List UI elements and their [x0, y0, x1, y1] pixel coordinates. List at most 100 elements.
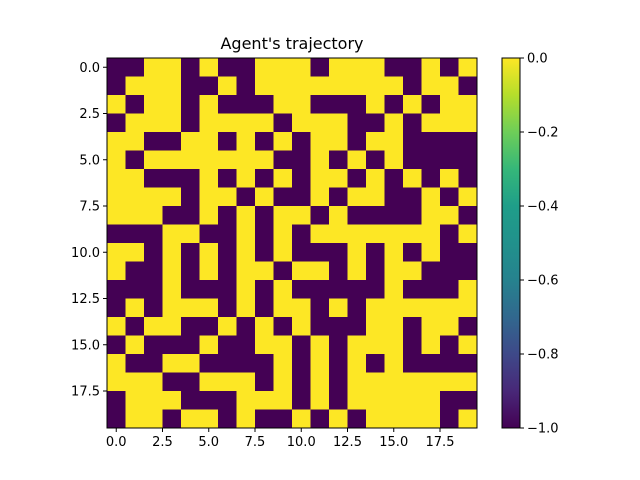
heatmap-cell: [384, 372, 404, 392]
heatmap-cell: [384, 391, 404, 411]
heatmap-cell: [236, 298, 256, 318]
heatmap-cell: [366, 372, 386, 392]
heatmap-cell: [440, 354, 460, 374]
heatmap-cell: [236, 224, 256, 244]
heatmap-cell: [403, 317, 423, 337]
heatmap-cell: [125, 335, 145, 355]
heatmap-cell: [458, 58, 478, 78]
x-tick-label: 15.0: [379, 435, 408, 450]
heatmap-cell: [347, 317, 367, 337]
heatmap-cell: [347, 132, 367, 152]
colorbar: 0.0 −0.2 −0.4 −0.6 −0.8 −1.0: [501, 52, 559, 437]
heatmap-cell: [421, 391, 441, 411]
heatmap-cell: [347, 280, 367, 300]
heatmap-cell: [162, 391, 182, 411]
heatmap-cell: [440, 261, 460, 281]
heatmap-cell: [273, 243, 293, 263]
heatmap-cell: [218, 95, 238, 115]
heatmap-cell: [236, 243, 256, 263]
heatmap-cell: [403, 58, 423, 78]
heatmap-cell: [181, 95, 201, 115]
heatmap-cell: [199, 76, 219, 96]
heatmap-cell: [292, 187, 312, 207]
heatmap-cell: [347, 261, 367, 281]
heatmap-cell: [255, 76, 275, 96]
heatmap-cell: [403, 132, 423, 152]
heatmap-cell: [107, 58, 127, 78]
heatmap-cell: [421, 150, 441, 170]
heatmap-cell: [458, 280, 478, 300]
heatmap-cell: [199, 132, 219, 152]
heatmap-cell: [458, 409, 478, 429]
heatmap-cell: [181, 76, 201, 96]
heatmap-cell: [292, 280, 312, 300]
heatmap-cell: [310, 187, 330, 207]
heatmap-cell: [347, 335, 367, 355]
heatmap-cell: [162, 243, 182, 263]
heatmap-cell: [107, 132, 127, 152]
heatmap-cell: [310, 280, 330, 300]
heatmap-cell: [255, 354, 275, 374]
x-tick-label: 10.0: [287, 435, 316, 450]
heatmap-cell: [347, 298, 367, 318]
heatmap-cell: [440, 280, 460, 300]
heatmap-cell: [273, 95, 293, 115]
heatmap-cell: [310, 95, 330, 115]
heatmap-cell: [347, 354, 367, 374]
heatmap-cell: [347, 76, 367, 96]
heatmap-cell: [181, 206, 201, 226]
heatmap-cell: [384, 187, 404, 207]
heatmap-cell: [273, 132, 293, 152]
heatmap-cell: [403, 261, 423, 281]
heatmap-cell: [125, 113, 145, 133]
heatmap-cell: [384, 95, 404, 115]
heatmap-cell: [273, 113, 293, 133]
heatmap-cell: [144, 187, 164, 207]
heatmap-cell: [403, 224, 423, 244]
heatmap-cell: [199, 187, 219, 207]
heatmap-cell: [162, 317, 182, 337]
heatmap-cell: [144, 150, 164, 170]
heatmap-cell: [144, 58, 164, 78]
heatmap-cell: [218, 150, 238, 170]
heatmap-cell: [421, 280, 441, 300]
heatmap-cell: [255, 224, 275, 244]
heatmap-cell: [292, 113, 312, 133]
heatmap-cell: [403, 95, 423, 115]
heatmap-cell: [458, 317, 478, 337]
heatmap-cell: [107, 150, 127, 170]
heatmap-cell: [218, 206, 238, 226]
heatmap-cell: [384, 243, 404, 263]
heatmap-cell: [421, 354, 441, 374]
heatmap-cell: [199, 113, 219, 133]
heatmap-cell: [403, 409, 423, 429]
y-tick-label: 12.5: [71, 292, 100, 307]
heatmap-cell: [273, 391, 293, 411]
heatmap-cell: [199, 391, 219, 411]
y-tick-label: 7.5: [79, 200, 100, 215]
heatmap-cell: [366, 354, 386, 374]
heatmap-cell: [458, 169, 478, 189]
heatmap-cell: [199, 206, 219, 226]
heatmap-cell: [347, 150, 367, 170]
heatmap-cell: [347, 95, 367, 115]
heatmap-cell: [440, 317, 460, 337]
heatmap-cell: [144, 354, 164, 374]
colorbar-frame: [501, 57, 521, 429]
heatmap-cell: [273, 298, 293, 318]
heatmap-cell: [403, 113, 423, 133]
heatmap-cell: [144, 224, 164, 244]
heatmap-cell: [292, 298, 312, 318]
x-tick-label: 2.5: [152, 435, 173, 450]
heatmap-cell: [421, 169, 441, 189]
heatmap-cell: [125, 95, 145, 115]
heatmap-cell: [347, 372, 367, 392]
heatmap-cell: [199, 372, 219, 392]
heatmap-cell: [347, 391, 367, 411]
heatmap-cell: [329, 243, 349, 263]
heatmap-cell: [384, 280, 404, 300]
heatmap-cell: [310, 224, 330, 244]
heatmap-cell: [236, 132, 256, 152]
heatmap-cell: [329, 354, 349, 374]
